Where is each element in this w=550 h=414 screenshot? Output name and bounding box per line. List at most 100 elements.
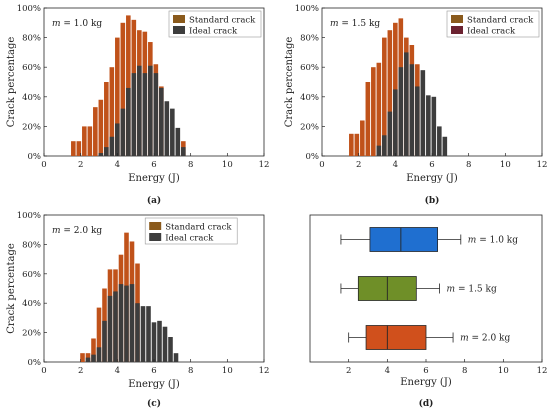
bar-standard-crack (91, 338, 96, 362)
bar-ideal-crack (142, 73, 148, 156)
bar-ideal-crack (104, 147, 109, 156)
bar-standard-crack (76, 141, 82, 156)
x-tick-label: 0 (319, 160, 324, 170)
y-axis-label: Crack percentage (284, 37, 295, 128)
x-tick-label: 6 (429, 160, 434, 170)
bar-standard-crack (82, 126, 87, 156)
bar-standard-crack (115, 37, 120, 156)
y-tick-label: 0% (28, 358, 42, 368)
bar-standard-crack (387, 30, 393, 157)
bar-standard-crack (376, 62, 382, 157)
mass-annotation: m = 1.5 kg (330, 19, 380, 29)
x-tick-label: 12 (537, 366, 548, 376)
x-tick-label: 6 (151, 366, 156, 376)
bar-ideal-crack (146, 306, 151, 362)
y-tick-label: 100% (17, 4, 41, 14)
x-axis-label: Energy (J) (128, 379, 180, 390)
legend-label-ideal: Ideal crack (189, 27, 238, 37)
y-tick-label: 80% (22, 240, 41, 250)
bar-ideal-crack (96, 347, 102, 362)
bar-ideal-crack (426, 95, 431, 156)
y-tick-label: 60% (22, 63, 41, 73)
bar-standard-crack (104, 82, 109, 156)
bar-ideal-crack (118, 284, 124, 362)
bar-ideal-crack (135, 303, 140, 362)
x-tick-label: 12 (537, 160, 548, 170)
panel-b: 0 2 4 6 8 10 12 0% 20% 40% 60% 80% 100% Energy (J) Cra… (284, 4, 547, 206)
bar-ideal-crack (157, 320, 162, 362)
x-tick-label: 10 (498, 366, 509, 376)
bar-standard-crack (393, 22, 398, 156)
box-label: m = 2.0 kg (460, 334, 510, 344)
legend-swatch (451, 15, 463, 23)
y-tick-label: 40% (22, 93, 41, 103)
bar-standard-crack (80, 353, 85, 362)
bar-ideal-crack (442, 136, 448, 156)
bar-ideal-crack (409, 64, 415, 156)
panel-c: 0 2 4 6 8 10 12 0% 20% 40% 60% 80% 100% Energy (J) Cra… (6, 211, 269, 409)
x-tick-label: 8 (188, 160, 193, 170)
bar-ideal-crack (91, 354, 96, 362)
bar-ideal-crack (131, 73, 137, 156)
iqr-box (365, 325, 427, 350)
x-tick-label: 4 (115, 366, 120, 376)
bar-standard-crack (349, 133, 354, 156)
y-tick-label: 100% (17, 211, 41, 221)
x-axis-label: Energy (J) (406, 173, 458, 184)
bar-ideal-crack (181, 147, 186, 156)
bar-ideal-crack (120, 108, 126, 156)
bar-standard-crack (109, 67, 115, 156)
y-tick-label: 40% (22, 299, 41, 309)
bar-standard-crack (71, 141, 76, 156)
y-tick-label: 20% (300, 122, 319, 132)
y-tick-label: 80% (22, 34, 41, 44)
bar-ideal-crack (415, 86, 420, 156)
x-tick-label: 2 (356, 160, 361, 170)
bar-ideal-crack (382, 135, 387, 156)
y-tick-label: 20% (22, 329, 41, 339)
legend-swatch (149, 233, 162, 241)
x-tick-label: 10 (222, 366, 233, 376)
x-tick-label: 8 (188, 366, 193, 376)
bar-ideal-crack (129, 284, 135, 362)
y-tick-label: 100% (295, 4, 319, 14)
bar-standard-crack (96, 307, 102, 362)
legend-swatch (149, 222, 162, 230)
y-axis-label: Crack percentage (6, 243, 17, 334)
x-tick-label: 12 (259, 366, 270, 376)
bar-ideal-crack (107, 295, 113, 362)
bar-standard-crack (382, 37, 387, 156)
bar-ideal-crack (175, 127, 181, 156)
x-tick-label: 4 (385, 366, 390, 376)
bar-ideal-crack (126, 87, 131, 156)
bar-standard-crack (371, 67, 376, 156)
bar-standard-crack (365, 82, 371, 156)
x-tick-label: 0 (41, 160, 46, 170)
x-tick-label: 4 (393, 160, 398, 170)
x-tick-label: 0 (41, 366, 46, 376)
legend-label-ideal: Ideal crack (165, 234, 214, 244)
bar-standard-crack (98, 99, 104, 156)
panel-caption: (a) (147, 195, 161, 206)
x-tick-label: 10 (222, 160, 233, 170)
bar-ideal-crack (173, 353, 179, 362)
x-tick-label: 8 (462, 366, 467, 376)
x-tick-label: 6 (423, 366, 428, 376)
bar-ideal-crack (404, 52, 409, 156)
bar-ideal-crack (140, 306, 146, 362)
bar-standard-crack (360, 120, 365, 156)
legend-label-standard: Standard crack (165, 223, 232, 233)
y-tick-label: 80% (300, 34, 319, 44)
x-tick-label: 2 (78, 160, 83, 170)
bar-standard-crack (93, 107, 98, 156)
mass-annotation: m = 2.0 kg (52, 226, 102, 236)
bar-ideal-crack (153, 73, 159, 156)
iqr-box (369, 227, 438, 252)
y-tick-label: 60% (300, 63, 319, 73)
bar-ideal-crack (85, 357, 91, 362)
y-tick-label: 0% (28, 152, 42, 162)
